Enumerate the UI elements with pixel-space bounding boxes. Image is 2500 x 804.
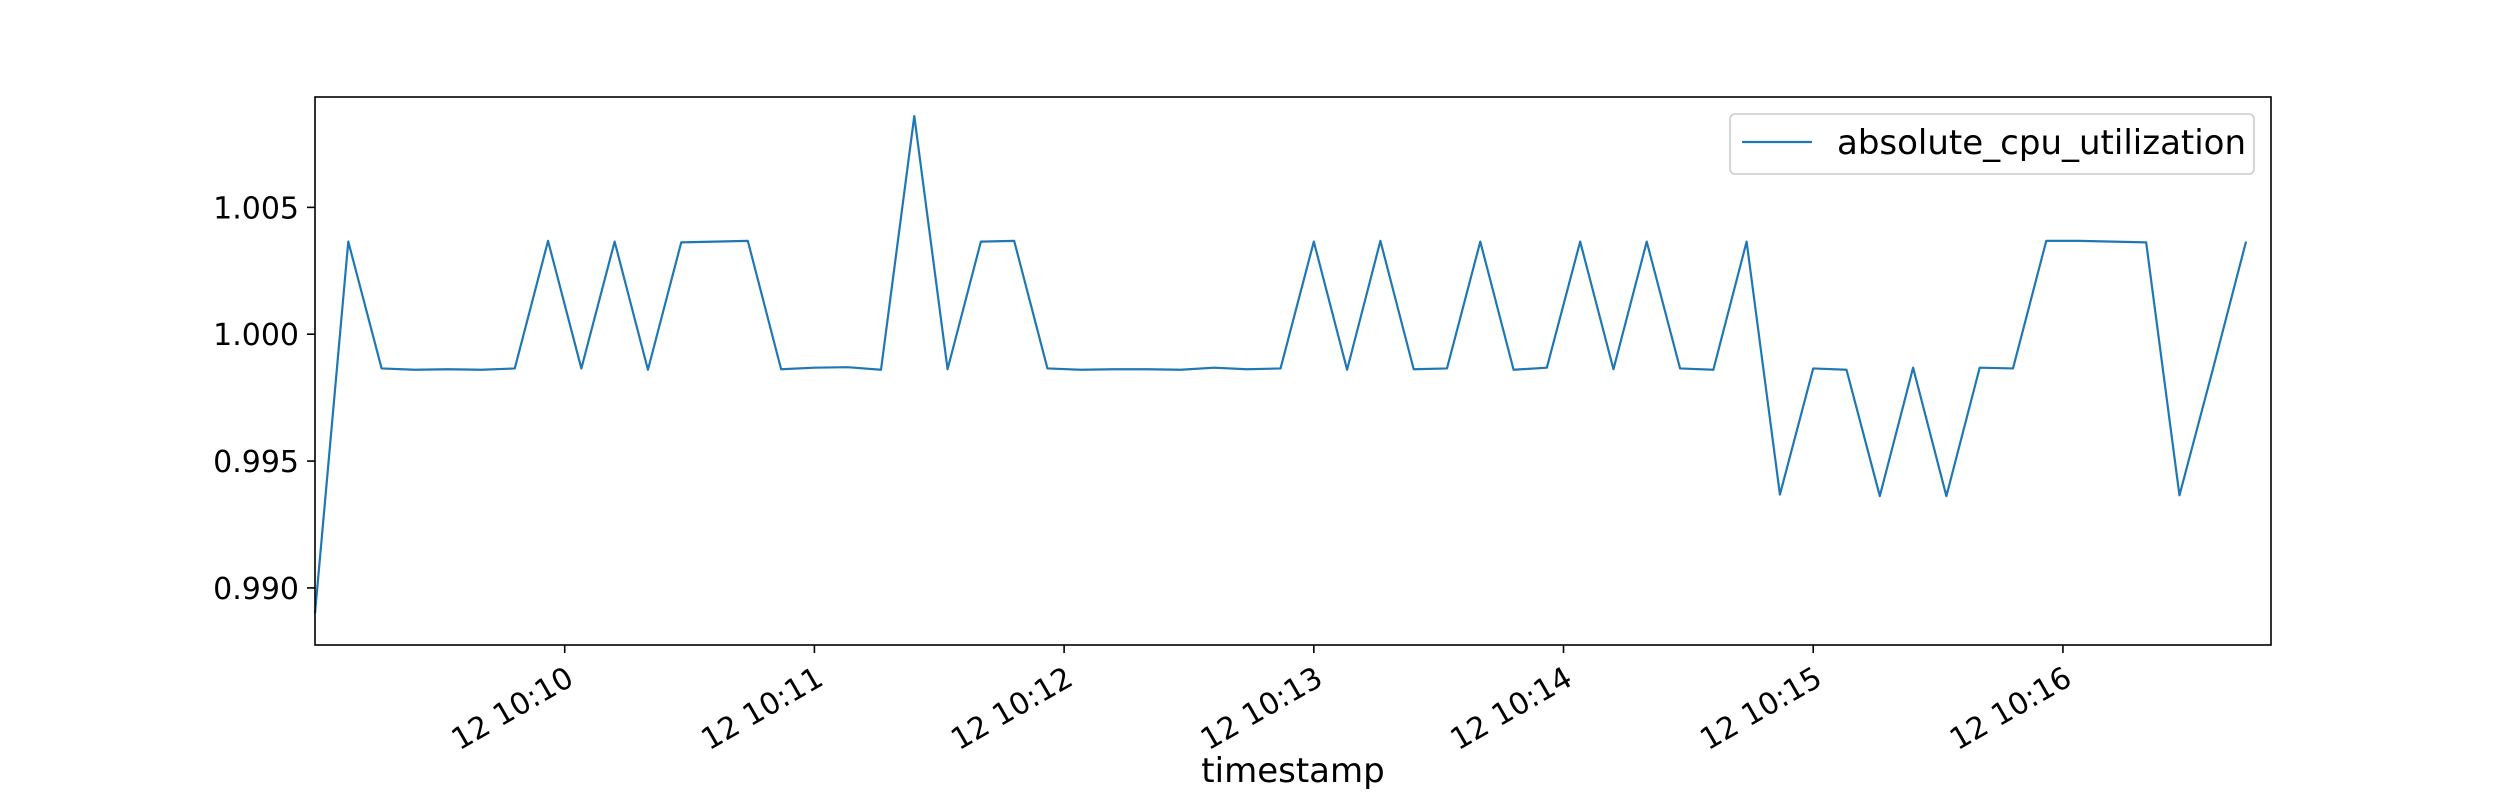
series-line-1 bbox=[313, 114, 2248, 614]
x-tick-label: 12 10:16 bbox=[1944, 660, 2078, 757]
x-tick-label: 12 10:13 bbox=[1195, 660, 1329, 757]
series-layer bbox=[313, 114, 2248, 614]
y-tick-label: 0.990 bbox=[213, 572, 299, 607]
y-tick-label: 1.000 bbox=[213, 318, 299, 353]
legend-box bbox=[1729, 113, 2255, 175]
y-tick-label: 1.005 bbox=[213, 191, 299, 226]
x-tick-label: 12 10:12 bbox=[945, 660, 1079, 757]
x-axis: 12 10:10 12 10:11 12 10:12 12 10:13 12 10:14… bbox=[446, 645, 2078, 758]
x-axis-label: timestamp bbox=[1201, 751, 1384, 791]
legend-label: absolute_cpu_utilization bbox=[1837, 123, 2246, 163]
x-tick-label: 12 10:11 bbox=[696, 660, 830, 757]
y-axis: 0.990 0.995 1.000 1.005 bbox=[213, 191, 315, 607]
y-tick-label: 0.995 bbox=[213, 445, 299, 480]
plot-background bbox=[315, 97, 2271, 645]
x-tick-label: 12 10:10 bbox=[446, 660, 580, 757]
legend: absolute_cpu_utilization bbox=[1729, 113, 2255, 175]
plot-frame bbox=[314, 96, 2272, 646]
x-tick-label: 12 10:15 bbox=[1694, 660, 1828, 757]
x-tick-label: 12 10:14 bbox=[1445, 660, 1579, 757]
